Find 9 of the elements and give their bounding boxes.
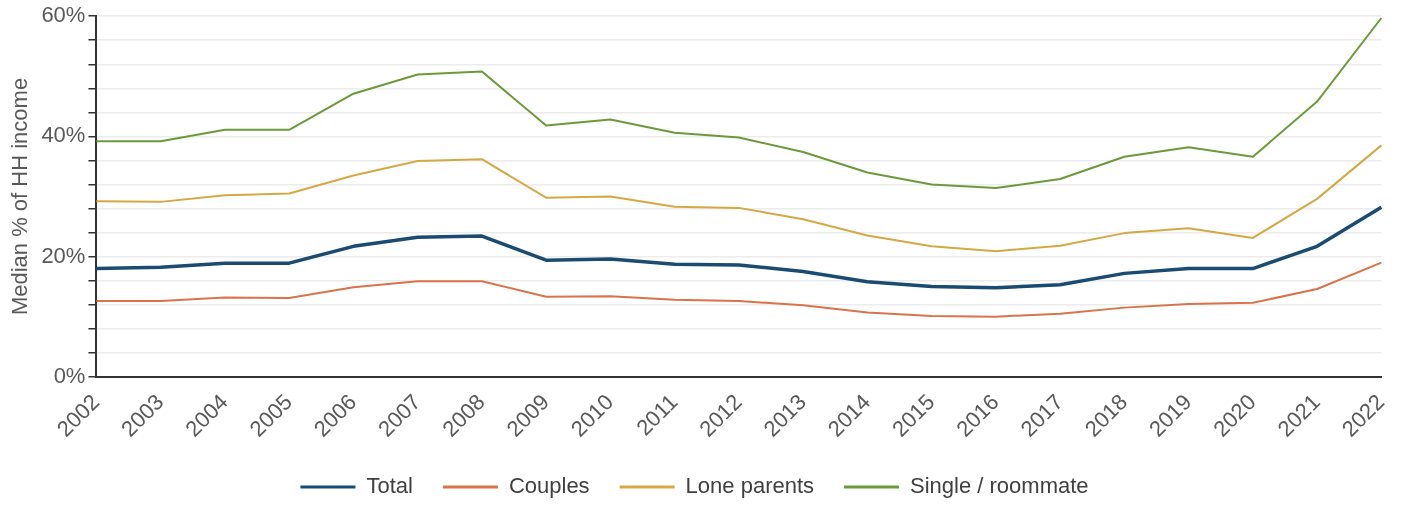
y-tick-label: 60% [41, 2, 86, 28]
y-tick-label: 40% [41, 122, 86, 148]
y-tick-label: 0% [53, 362, 86, 388]
y-tick-label: 20% [41, 242, 86, 268]
legend-label: Lone parents [685, 473, 815, 499]
legend-label: Couples [508, 473, 590, 499]
y-axis-title: Median % of HH income [7, 77, 33, 316]
legend-label: Single / roommate [910, 473, 1089, 499]
legend-label: Total [366, 473, 413, 499]
